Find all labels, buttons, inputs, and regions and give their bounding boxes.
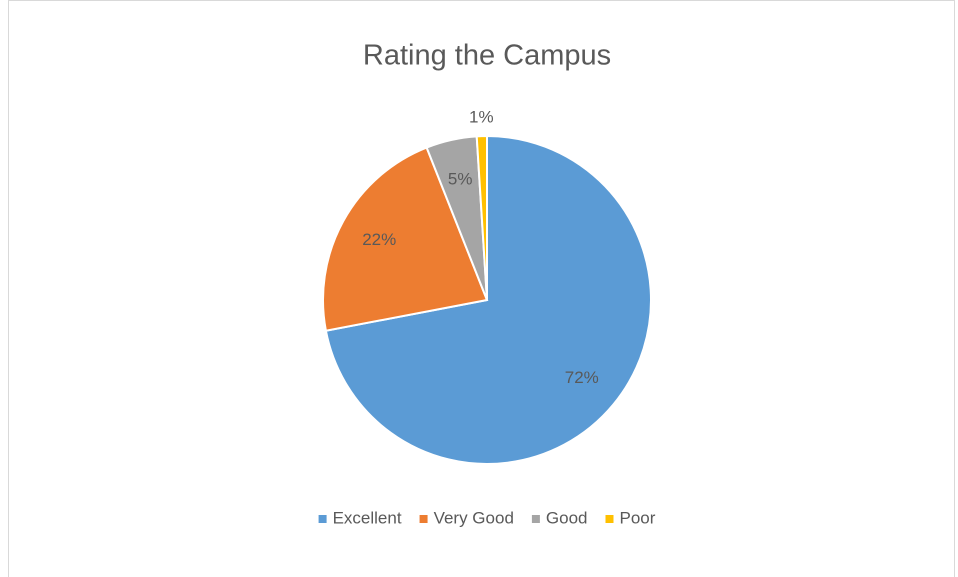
data-label: 5% (448, 169, 473, 188)
data-label: 72% (565, 368, 599, 387)
legend-swatch (605, 515, 614, 523)
legend-label: Excellent (333, 508, 402, 527)
pie-slice (324, 134, 652, 465)
pie-slice (322, 146, 489, 332)
pie-slice (475, 134, 488, 301)
legend-label: Poor (619, 508, 655, 527)
data-label: 1% (469, 108, 494, 127)
legend-swatch (318, 515, 327, 523)
chart-title: Rating the Campus (363, 40, 611, 72)
legend-swatch (531, 515, 540, 523)
legend: Excellent Very Good Good Poor (318, 508, 656, 527)
legend-label: Very Good (434, 508, 514, 527)
legend-swatch (419, 515, 428, 523)
data-label: 22% (362, 230, 396, 249)
legend-label: Good (546, 508, 588, 527)
